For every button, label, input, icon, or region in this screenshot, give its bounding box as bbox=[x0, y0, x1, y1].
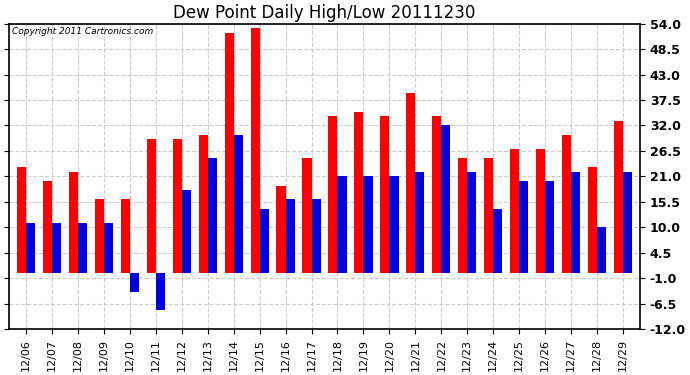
Bar bbox=[415, 172, 424, 273]
Bar bbox=[52, 223, 61, 273]
Bar bbox=[95, 200, 103, 273]
Bar bbox=[337, 176, 346, 273]
Bar bbox=[614, 121, 623, 273]
Bar bbox=[484, 158, 493, 273]
Bar bbox=[181, 190, 191, 273]
Bar bbox=[277, 186, 286, 273]
Bar bbox=[104, 223, 113, 273]
Bar bbox=[597, 227, 607, 273]
Title: Dew Point Daily High/Low 20111230: Dew Point Daily High/Low 20111230 bbox=[173, 4, 475, 22]
Text: Copyright 2011 Cartronics.com: Copyright 2011 Cartronics.com bbox=[12, 27, 153, 36]
Bar bbox=[172, 140, 181, 273]
Bar bbox=[121, 200, 130, 273]
Bar bbox=[43, 181, 52, 273]
Bar bbox=[406, 93, 415, 273]
Bar bbox=[510, 148, 520, 273]
Bar bbox=[364, 176, 373, 273]
Bar bbox=[17, 167, 26, 273]
Bar bbox=[26, 223, 35, 273]
Bar bbox=[259, 209, 268, 273]
Bar bbox=[130, 273, 139, 292]
Bar bbox=[380, 116, 389, 273]
Bar bbox=[286, 200, 295, 273]
Bar bbox=[432, 116, 442, 273]
Bar bbox=[467, 172, 476, 273]
Bar bbox=[224, 33, 234, 273]
Bar bbox=[442, 126, 451, 273]
Bar bbox=[389, 176, 399, 273]
Bar bbox=[234, 135, 243, 273]
Bar bbox=[520, 181, 529, 273]
Bar bbox=[536, 148, 545, 273]
Bar bbox=[156, 273, 165, 310]
Bar bbox=[458, 158, 467, 273]
Bar bbox=[571, 172, 580, 273]
Bar bbox=[328, 116, 337, 273]
Bar bbox=[623, 172, 632, 273]
Bar bbox=[562, 135, 571, 273]
Bar bbox=[208, 158, 217, 273]
Bar bbox=[147, 140, 156, 273]
Bar bbox=[311, 200, 321, 273]
Bar bbox=[545, 181, 554, 273]
Bar bbox=[69, 172, 78, 273]
Bar bbox=[250, 28, 259, 273]
Bar bbox=[78, 223, 87, 273]
Bar bbox=[588, 167, 597, 273]
Bar bbox=[493, 209, 502, 273]
Bar bbox=[199, 135, 208, 273]
Bar bbox=[302, 158, 311, 273]
Bar bbox=[355, 112, 364, 273]
